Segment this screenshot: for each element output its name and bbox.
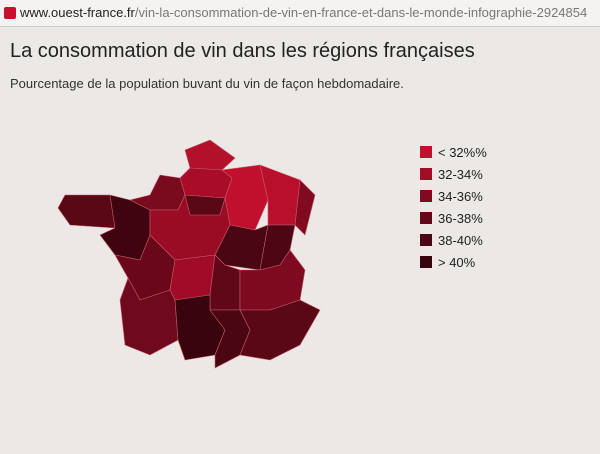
legend-item: 36-38% [420, 207, 487, 229]
legend-item: 38-40% [420, 229, 487, 251]
favicon [4, 7, 16, 19]
region [184, 194, 226, 216]
legend-label: < 32%% [438, 144, 487, 160]
subtitle: Pourcentage de la population buvant du v… [10, 76, 404, 91]
map [57, 139, 321, 369]
region [119, 277, 179, 356]
legend-item: 32-34% [420, 163, 487, 185]
legend-label: 34-36% [438, 188, 483, 204]
legend-item: < 32%% [420, 141, 487, 163]
legend-swatch [420, 256, 432, 268]
region [169, 254, 216, 301]
url[interactable]: www.ouest-france.fr/vin-la-consommation-… [20, 0, 587, 26]
legend-swatch [420, 234, 432, 246]
legend-swatch [420, 190, 432, 202]
url-host: www.ouest-france.fr [20, 5, 135, 20]
legend: < 32%% 32-34% 34-36% 36-38% 38-40% > 40% [420, 141, 487, 273]
region [294, 179, 316, 236]
legend-item: 34-36% [420, 185, 487, 207]
title: La consommation de vin dans les régions … [10, 40, 475, 62]
legend-item: > 40% [420, 251, 487, 273]
legend-label: 32-34% [438, 166, 483, 182]
region [184, 139, 236, 171]
legend-swatch [420, 168, 432, 180]
address-bar[interactable]: www.ouest-france.fr/vin-la-consommation-… [0, 0, 600, 27]
legend-label: 36-38% [438, 210, 483, 226]
region [57, 194, 116, 229]
region [179, 167, 233, 199]
legend-label: 38-40% [438, 232, 483, 248]
region [239, 299, 321, 361]
legend-swatch [420, 146, 432, 158]
url-path: /vin-la-consommation-de-vin-en-france-et… [134, 5, 588, 20]
legend-swatch [420, 212, 432, 224]
legend-label: > 40% [438, 254, 476, 270]
